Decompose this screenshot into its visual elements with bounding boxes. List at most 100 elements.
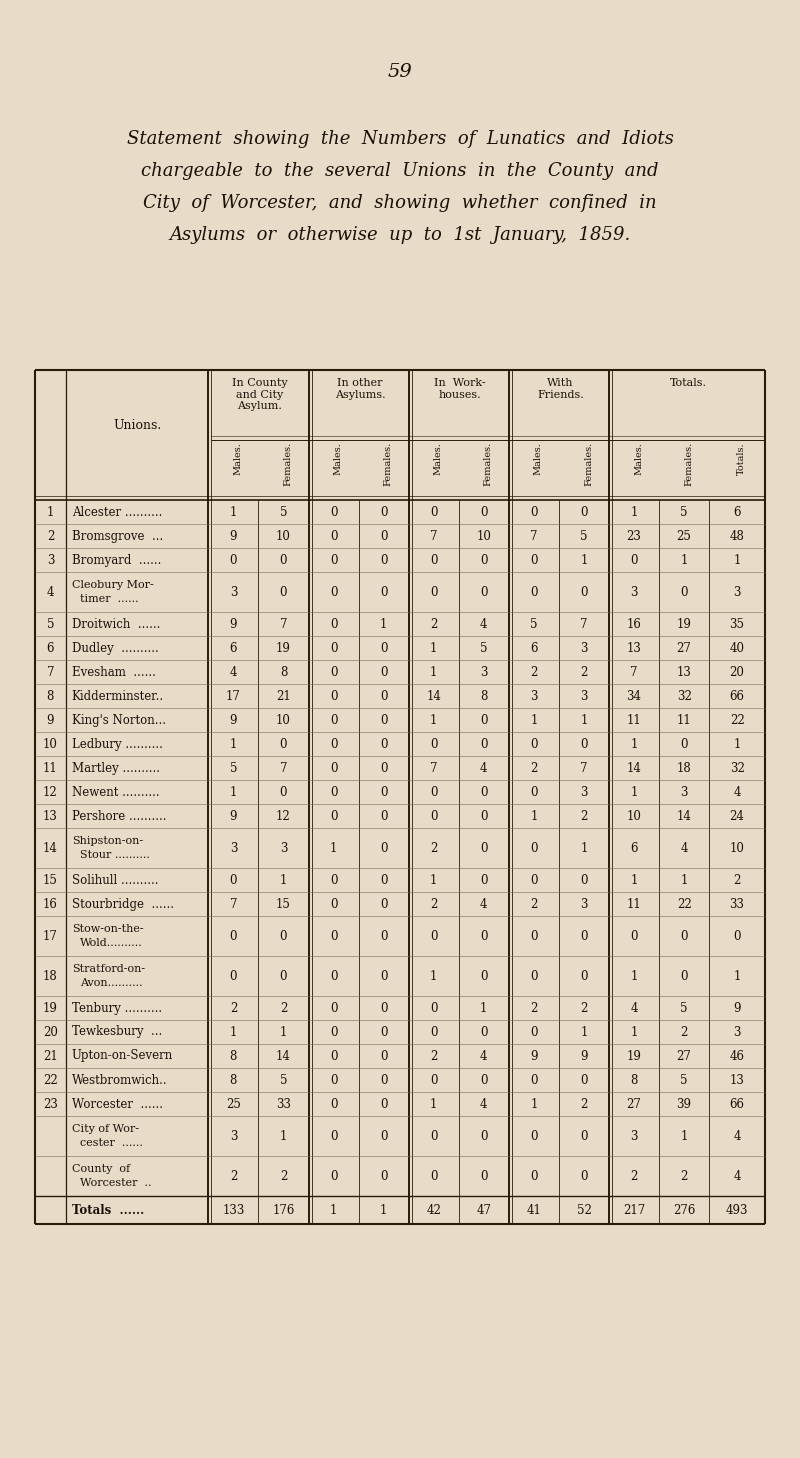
Text: Stow-on-the-: Stow-on-the- [72, 924, 143, 935]
Text: County  of: County of [72, 1163, 130, 1174]
Text: 9: 9 [580, 1050, 588, 1063]
Text: 48: 48 [730, 529, 745, 542]
Text: 19: 19 [43, 1002, 58, 1015]
Text: 13: 13 [626, 642, 642, 655]
Text: 1: 1 [681, 1130, 688, 1143]
Text: 0: 0 [580, 586, 588, 598]
Text: 0: 0 [430, 809, 438, 822]
Text: 25: 25 [677, 529, 691, 542]
Text: 23: 23 [43, 1098, 58, 1111]
Text: 0: 0 [330, 809, 338, 822]
Text: 0: 0 [380, 898, 387, 910]
Text: 0: 0 [480, 713, 487, 726]
Text: 0: 0 [430, 1025, 438, 1038]
Text: 0: 0 [530, 970, 538, 983]
Text: 0: 0 [430, 1073, 438, 1086]
Text: 1: 1 [430, 665, 438, 678]
Text: 4: 4 [734, 1169, 741, 1182]
Text: 19: 19 [276, 642, 291, 655]
Text: 2: 2 [280, 1002, 287, 1015]
Text: 33: 33 [730, 898, 745, 910]
Text: 0: 0 [530, 1130, 538, 1143]
Text: 0: 0 [380, 1130, 387, 1143]
Text: 4: 4 [680, 841, 688, 854]
Text: Upton-on-Severn: Upton-on-Severn [72, 1050, 173, 1063]
Text: 2: 2 [580, 1098, 588, 1111]
Text: 8: 8 [480, 690, 487, 703]
Text: Avon..........: Avon.......... [80, 978, 142, 989]
Text: Females.: Females. [684, 442, 693, 487]
Text: 1: 1 [580, 841, 588, 854]
Text: Droitwich  ......: Droitwich ...... [72, 618, 160, 630]
Text: Tenbury ..........: Tenbury .......... [72, 1002, 162, 1015]
Text: 1: 1 [530, 713, 538, 726]
Text: 18: 18 [677, 761, 691, 774]
Text: 2: 2 [530, 898, 538, 910]
Text: 1: 1 [230, 506, 237, 519]
Text: 8: 8 [230, 1073, 237, 1086]
Text: 27: 27 [677, 1050, 691, 1063]
Text: 0: 0 [330, 761, 338, 774]
Text: 9: 9 [46, 713, 54, 726]
Text: 3: 3 [580, 786, 588, 799]
Text: 9: 9 [230, 618, 237, 630]
Text: 276: 276 [673, 1203, 695, 1216]
Text: 7: 7 [230, 898, 237, 910]
Text: 0: 0 [380, 761, 387, 774]
Text: 39: 39 [677, 1098, 692, 1111]
Text: 0: 0 [280, 586, 287, 598]
Text: 12: 12 [43, 786, 58, 799]
Text: 24: 24 [730, 809, 745, 822]
Text: 3: 3 [230, 841, 237, 854]
Text: 3: 3 [734, 586, 741, 598]
Text: Stourbridge  ......: Stourbridge ...... [72, 898, 174, 910]
Text: 0: 0 [380, 841, 387, 854]
Text: 0: 0 [480, 586, 487, 598]
Text: 7: 7 [430, 529, 438, 542]
Text: 1: 1 [230, 786, 237, 799]
Text: 1: 1 [681, 554, 688, 567]
Text: Males.: Males. [334, 442, 342, 475]
Text: 3: 3 [680, 786, 688, 799]
Text: 9: 9 [230, 529, 237, 542]
Text: 2: 2 [580, 665, 588, 678]
Text: 4: 4 [480, 618, 487, 630]
Text: 3: 3 [480, 665, 487, 678]
Text: 10: 10 [276, 713, 291, 726]
Text: 0: 0 [530, 841, 538, 854]
Text: Westbromwich..: Westbromwich.. [72, 1073, 167, 1086]
Text: 15: 15 [43, 873, 58, 886]
Text: 0: 0 [330, 873, 338, 886]
Text: 25: 25 [226, 1098, 241, 1111]
Text: 11: 11 [626, 713, 642, 726]
Text: 12: 12 [276, 809, 291, 822]
Text: Shipston-on-: Shipston-on- [72, 835, 143, 846]
Text: 0: 0 [580, 930, 588, 942]
Text: 2: 2 [580, 809, 588, 822]
Text: 9: 9 [530, 1050, 538, 1063]
Text: 19: 19 [626, 1050, 642, 1063]
Text: 66: 66 [730, 690, 745, 703]
Text: 0: 0 [680, 930, 688, 942]
Text: 7: 7 [430, 761, 438, 774]
Text: Stour ..........: Stour .......... [80, 850, 150, 860]
Text: 1: 1 [330, 1203, 338, 1216]
Text: 4: 4 [734, 1130, 741, 1143]
Text: cester  ......: cester ...... [80, 1139, 142, 1147]
Text: 10: 10 [626, 809, 642, 822]
Text: Evesham  ......: Evesham ...... [72, 665, 156, 678]
Text: 4: 4 [630, 1002, 638, 1015]
Text: 0: 0 [330, 665, 338, 678]
Text: 0: 0 [380, 1025, 387, 1038]
Text: Ledbury ..........: Ledbury .......... [72, 738, 162, 751]
Text: 4: 4 [480, 1098, 487, 1111]
Text: In other
Asylums.: In other Asylums. [334, 378, 386, 399]
Text: Males.: Males. [234, 442, 242, 475]
Text: 0: 0 [330, 786, 338, 799]
Text: 0: 0 [380, 738, 387, 751]
Text: 1: 1 [734, 738, 741, 751]
Text: Males.: Males. [434, 442, 442, 475]
Text: 0: 0 [380, 642, 387, 655]
Text: Males.: Males. [634, 442, 643, 475]
Text: 4: 4 [480, 761, 487, 774]
